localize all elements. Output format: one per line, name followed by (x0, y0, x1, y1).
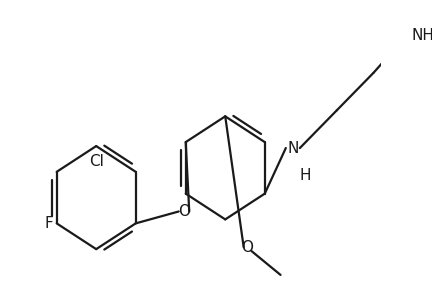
Text: Cl: Cl (89, 154, 104, 169)
Text: O: O (178, 204, 190, 219)
Text: NH: NH (411, 28, 432, 43)
Text: O: O (241, 240, 253, 255)
Text: H: H (299, 168, 311, 183)
Text: N: N (287, 140, 299, 156)
Text: F: F (44, 216, 53, 231)
